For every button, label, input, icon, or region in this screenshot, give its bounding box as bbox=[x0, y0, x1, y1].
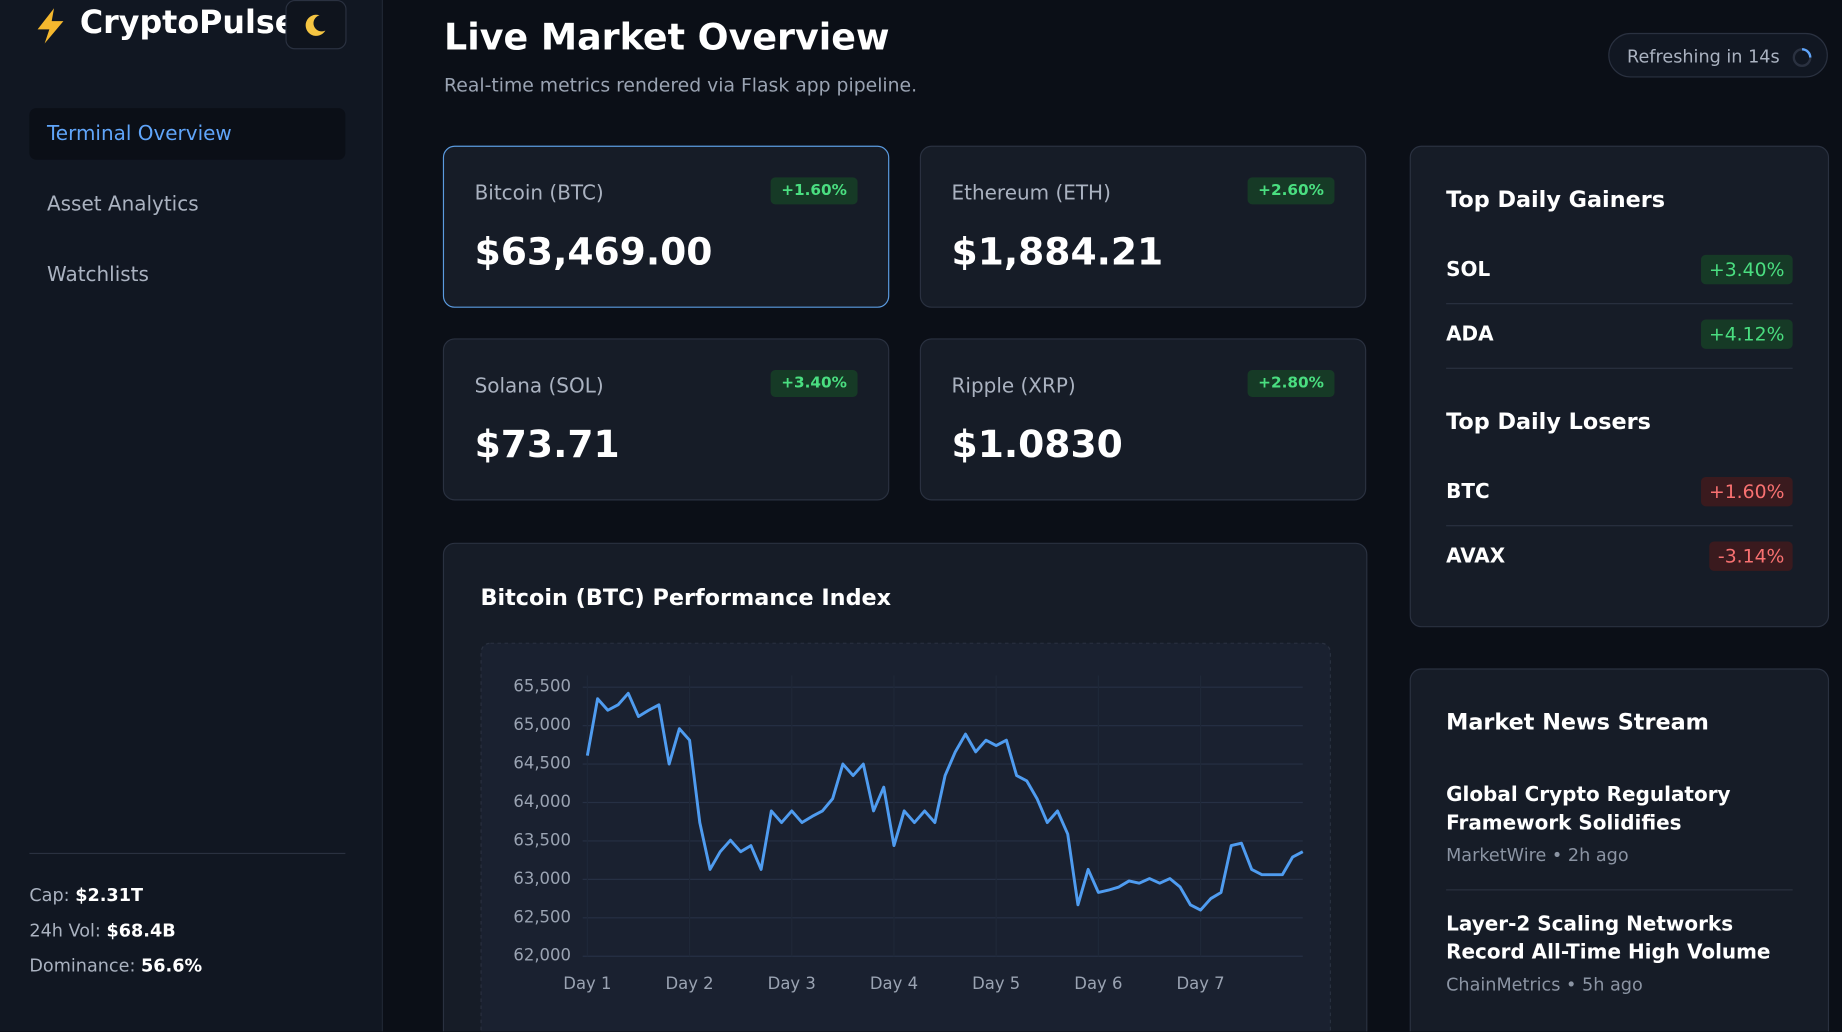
price-line bbox=[585, 691, 1304, 912]
symbol: ADA bbox=[1446, 323, 1494, 347]
nav-item[interactable]: Asset Analytics bbox=[46, 192, 199, 217]
x-tick-label: Day 3 bbox=[768, 974, 816, 993]
stat-value: $68.4B bbox=[106, 919, 176, 941]
news-headline: Global Crypto Regulatory Framework Solid… bbox=[1446, 783, 1731, 836]
moon-icon bbox=[305, 14, 326, 36]
news-panel bbox=[1409, 668, 1830, 1032]
news-item[interactable]: Layer-2 Scaling Networks Record All-Time… bbox=[1446, 910, 1793, 995]
symbol: SOL bbox=[1446, 258, 1491, 282]
section-title: Market News Stream bbox=[1446, 709, 1709, 736]
sidebar: CryptoPulse Terminal Overview Asset Anal… bbox=[0, 0, 383, 1032]
change: +1.60% bbox=[1700, 476, 1793, 507]
symbol: AVAX bbox=[1446, 545, 1506, 569]
refresh-text: Refreshing in 14s bbox=[1627, 45, 1780, 67]
brand-name: CryptoPulse bbox=[79, 4, 297, 42]
y-tick-label: 65,500 bbox=[513, 677, 571, 696]
x-tick-label: Day 7 bbox=[1177, 974, 1225, 993]
news-item[interactable]: Global Crypto Regulatory Framework Solid… bbox=[1446, 781, 1793, 891]
mover-row: ADA +4.12% bbox=[1446, 304, 1793, 369]
asset-price: $63,469.00 bbox=[474, 229, 713, 274]
stat: 24h Vol: $68.4B bbox=[29, 920, 175, 941]
refresh-indicator: Refreshing in 14s bbox=[1608, 32, 1828, 78]
asset-name: Ripple (XRP) bbox=[951, 374, 1076, 399]
stat-label: Cap: bbox=[29, 884, 70, 906]
spinner bbox=[1792, 48, 1812, 67]
symbol: BTC bbox=[1446, 480, 1490, 504]
nav-item[interactable]: Watchlists bbox=[46, 263, 149, 287]
news-headline: Layer-2 Scaling Networks Record All-Time… bbox=[1446, 912, 1771, 965]
y-tick-label: 63,000 bbox=[513, 869, 571, 888]
bolt-icon bbox=[37, 8, 64, 44]
news-source: MarketWire • 2h ago bbox=[1446, 844, 1629, 866]
stat-label: 24h Vol: bbox=[29, 919, 101, 941]
asset-name: Solana (SOL) bbox=[474, 374, 604, 399]
asset-card[interactable]: Solana (SOL) +3.40% $73.71 bbox=[442, 338, 890, 501]
change-badge: +2.80% bbox=[1247, 370, 1335, 398]
stat-value: 56.6% bbox=[141, 955, 203, 977]
y-tick-label: 64,500 bbox=[513, 754, 571, 773]
x-tick-label: Day 5 bbox=[972, 974, 1020, 993]
asset-price: $73.71 bbox=[474, 421, 620, 467]
y-tick-label: 65,000 bbox=[513, 715, 571, 734]
y-tick-label: 64,000 bbox=[513, 792, 571, 811]
theme-toggle[interactable] bbox=[285, 0, 347, 50]
y-tick-label: 62,000 bbox=[513, 946, 571, 965]
asset-name: Bitcoin (BTC) bbox=[474, 182, 604, 206]
change: -3.14% bbox=[1709, 541, 1793, 571]
chart-area bbox=[480, 642, 1331, 1032]
page-title: Live Market Overview bbox=[444, 16, 890, 59]
stat: Dominance: 56.6% bbox=[29, 955, 202, 976]
asset-card[interactable]: Bitcoin (BTC) +1.60% $63,469.00 bbox=[442, 145, 890, 308]
asset-price: $1.0830 bbox=[951, 421, 1123, 467]
y-tick-label: 63,500 bbox=[513, 830, 571, 849]
news-source: ChainMetrics • 5h ago bbox=[1446, 973, 1643, 996]
mover-row: AVAX -3.14% bbox=[1446, 526, 1793, 591]
change-badge: +3.40% bbox=[770, 370, 858, 398]
section-title: Top Daily Losers bbox=[1446, 408, 1651, 435]
x-tick-label: Day 4 bbox=[870, 974, 918, 993]
mover-row: BTC +1.60% bbox=[1446, 462, 1793, 527]
asset-name: Ethereum (ETH) bbox=[951, 182, 1111, 206]
page-subtitle: Real-time metrics rendered via Flask app… bbox=[444, 74, 918, 97]
change: +3.40% bbox=[1700, 254, 1793, 285]
x-tick-label: Day 1 bbox=[563, 974, 611, 993]
change-badge: +2.60% bbox=[1247, 177, 1335, 205]
x-tick-label: Day 6 bbox=[1074, 974, 1122, 993]
stat-value: $2.31T bbox=[75, 884, 143, 906]
x-tick-label: Day 2 bbox=[665, 974, 713, 993]
y-tick-label: 62,500 bbox=[513, 907, 571, 926]
chart-title: Bitcoin (BTC) Performance Index bbox=[480, 585, 892, 611]
stat-label: Dominance: bbox=[29, 955, 136, 977]
change-badge: +1.60% bbox=[770, 177, 858, 205]
chart: 62,000 62,500 63,000 63,500 64,000 64,500 65,0… bbox=[480, 642, 1331, 1032]
asset-price: $1,884.21 bbox=[951, 229, 1164, 274]
section-title: Top Daily Gainers bbox=[1446, 186, 1666, 213]
stat: Cap: $2.31T bbox=[29, 885, 143, 906]
nav-item[interactable]: Terminal Overview bbox=[29, 108, 346, 160]
mover-row: SOL +3.40% bbox=[1446, 240, 1793, 305]
change: +4.12% bbox=[1700, 319, 1793, 349]
asset-card[interactable]: Ripple (XRP) +2.80% $1.0830 bbox=[919, 338, 1367, 501]
asset-card[interactable]: Ethereum (ETH) +2.60% $1,884.21 bbox=[919, 145, 1367, 308]
divider bbox=[29, 852, 346, 855]
